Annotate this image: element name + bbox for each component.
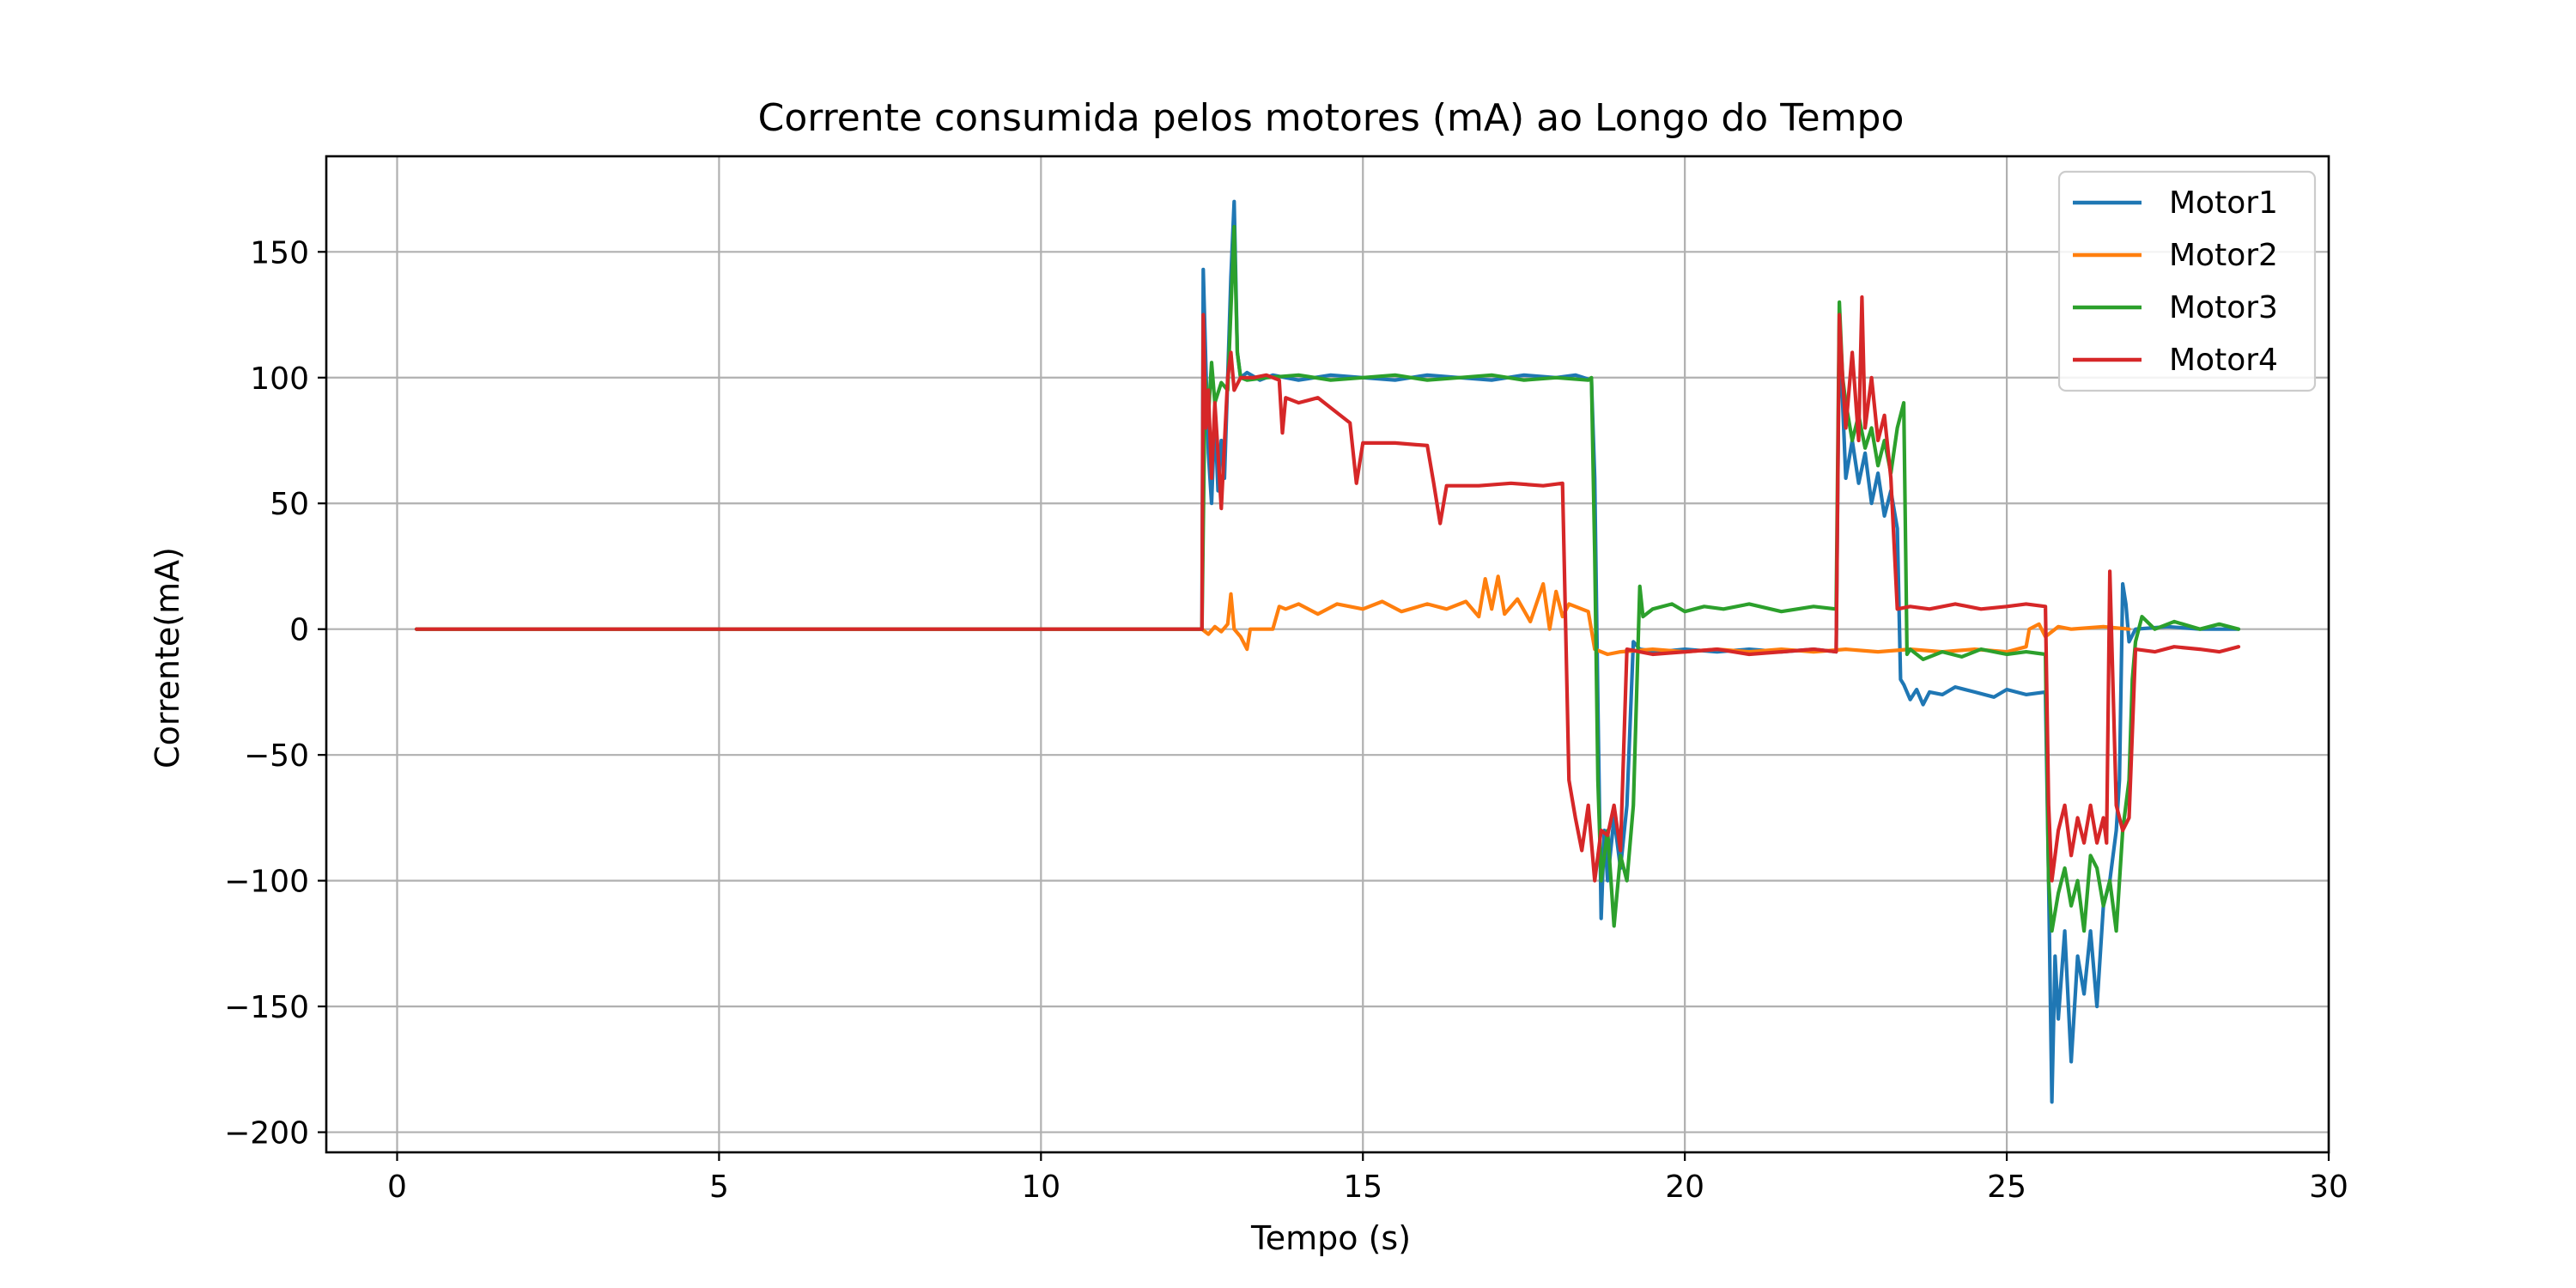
y-axis: 150 100 50 0 −50 −100 −150 −200 [224, 235, 326, 1151]
y-tick-label: 50 [270, 487, 309, 522]
x-tick-label: 30 [2309, 1170, 2348, 1205]
legend: Motor1 Motor2 Motor3 Motor4 [2057, 170, 2317, 392]
y-tick-label: 150 [250, 235, 309, 270]
y-tick-label: −150 [224, 990, 309, 1025]
legend-box [2057, 170, 2317, 392]
grid [326, 156, 2330, 1152]
x-tick-label: 10 [1021, 1170, 1060, 1205]
x-axis: 0 5 10 15 20 25 30 [387, 1152, 2348, 1205]
x-axis-label: Tempo (s) [1250, 1219, 1411, 1257]
series-group [414, 199, 2241, 1104]
x-tick-label: 15 [1343, 1170, 1382, 1205]
legend-label-motor3: Motor3 [2169, 290, 2278, 325]
x-tick-label: 20 [1665, 1170, 1704, 1205]
y-axis-label: Corrente(mA) [149, 547, 186, 769]
x-tick-label: 5 [709, 1170, 729, 1205]
y-tick-label: −50 [244, 738, 309, 774]
y-tick-label: 100 [250, 361, 309, 397]
y-tick-label: −200 [224, 1116, 309, 1151]
y-tick-label: 0 [289, 613, 309, 648]
plot-frame [325, 155, 2330, 1154]
y-tick-label: −100 [224, 865, 309, 900]
x-tick-label: 25 [1987, 1170, 2026, 1205]
legend-label-motor2: Motor2 [2169, 238, 2278, 273]
x-tick-label: 0 [387, 1170, 407, 1205]
chart-title: Corrente consumida pelos motores (mA) ao… [758, 96, 1905, 140]
legend-label-motor1: Motor1 [2169, 185, 2278, 221]
legend-label-motor4: Motor4 [2169, 343, 2278, 378]
series-line-motor4 [414, 295, 2241, 883]
